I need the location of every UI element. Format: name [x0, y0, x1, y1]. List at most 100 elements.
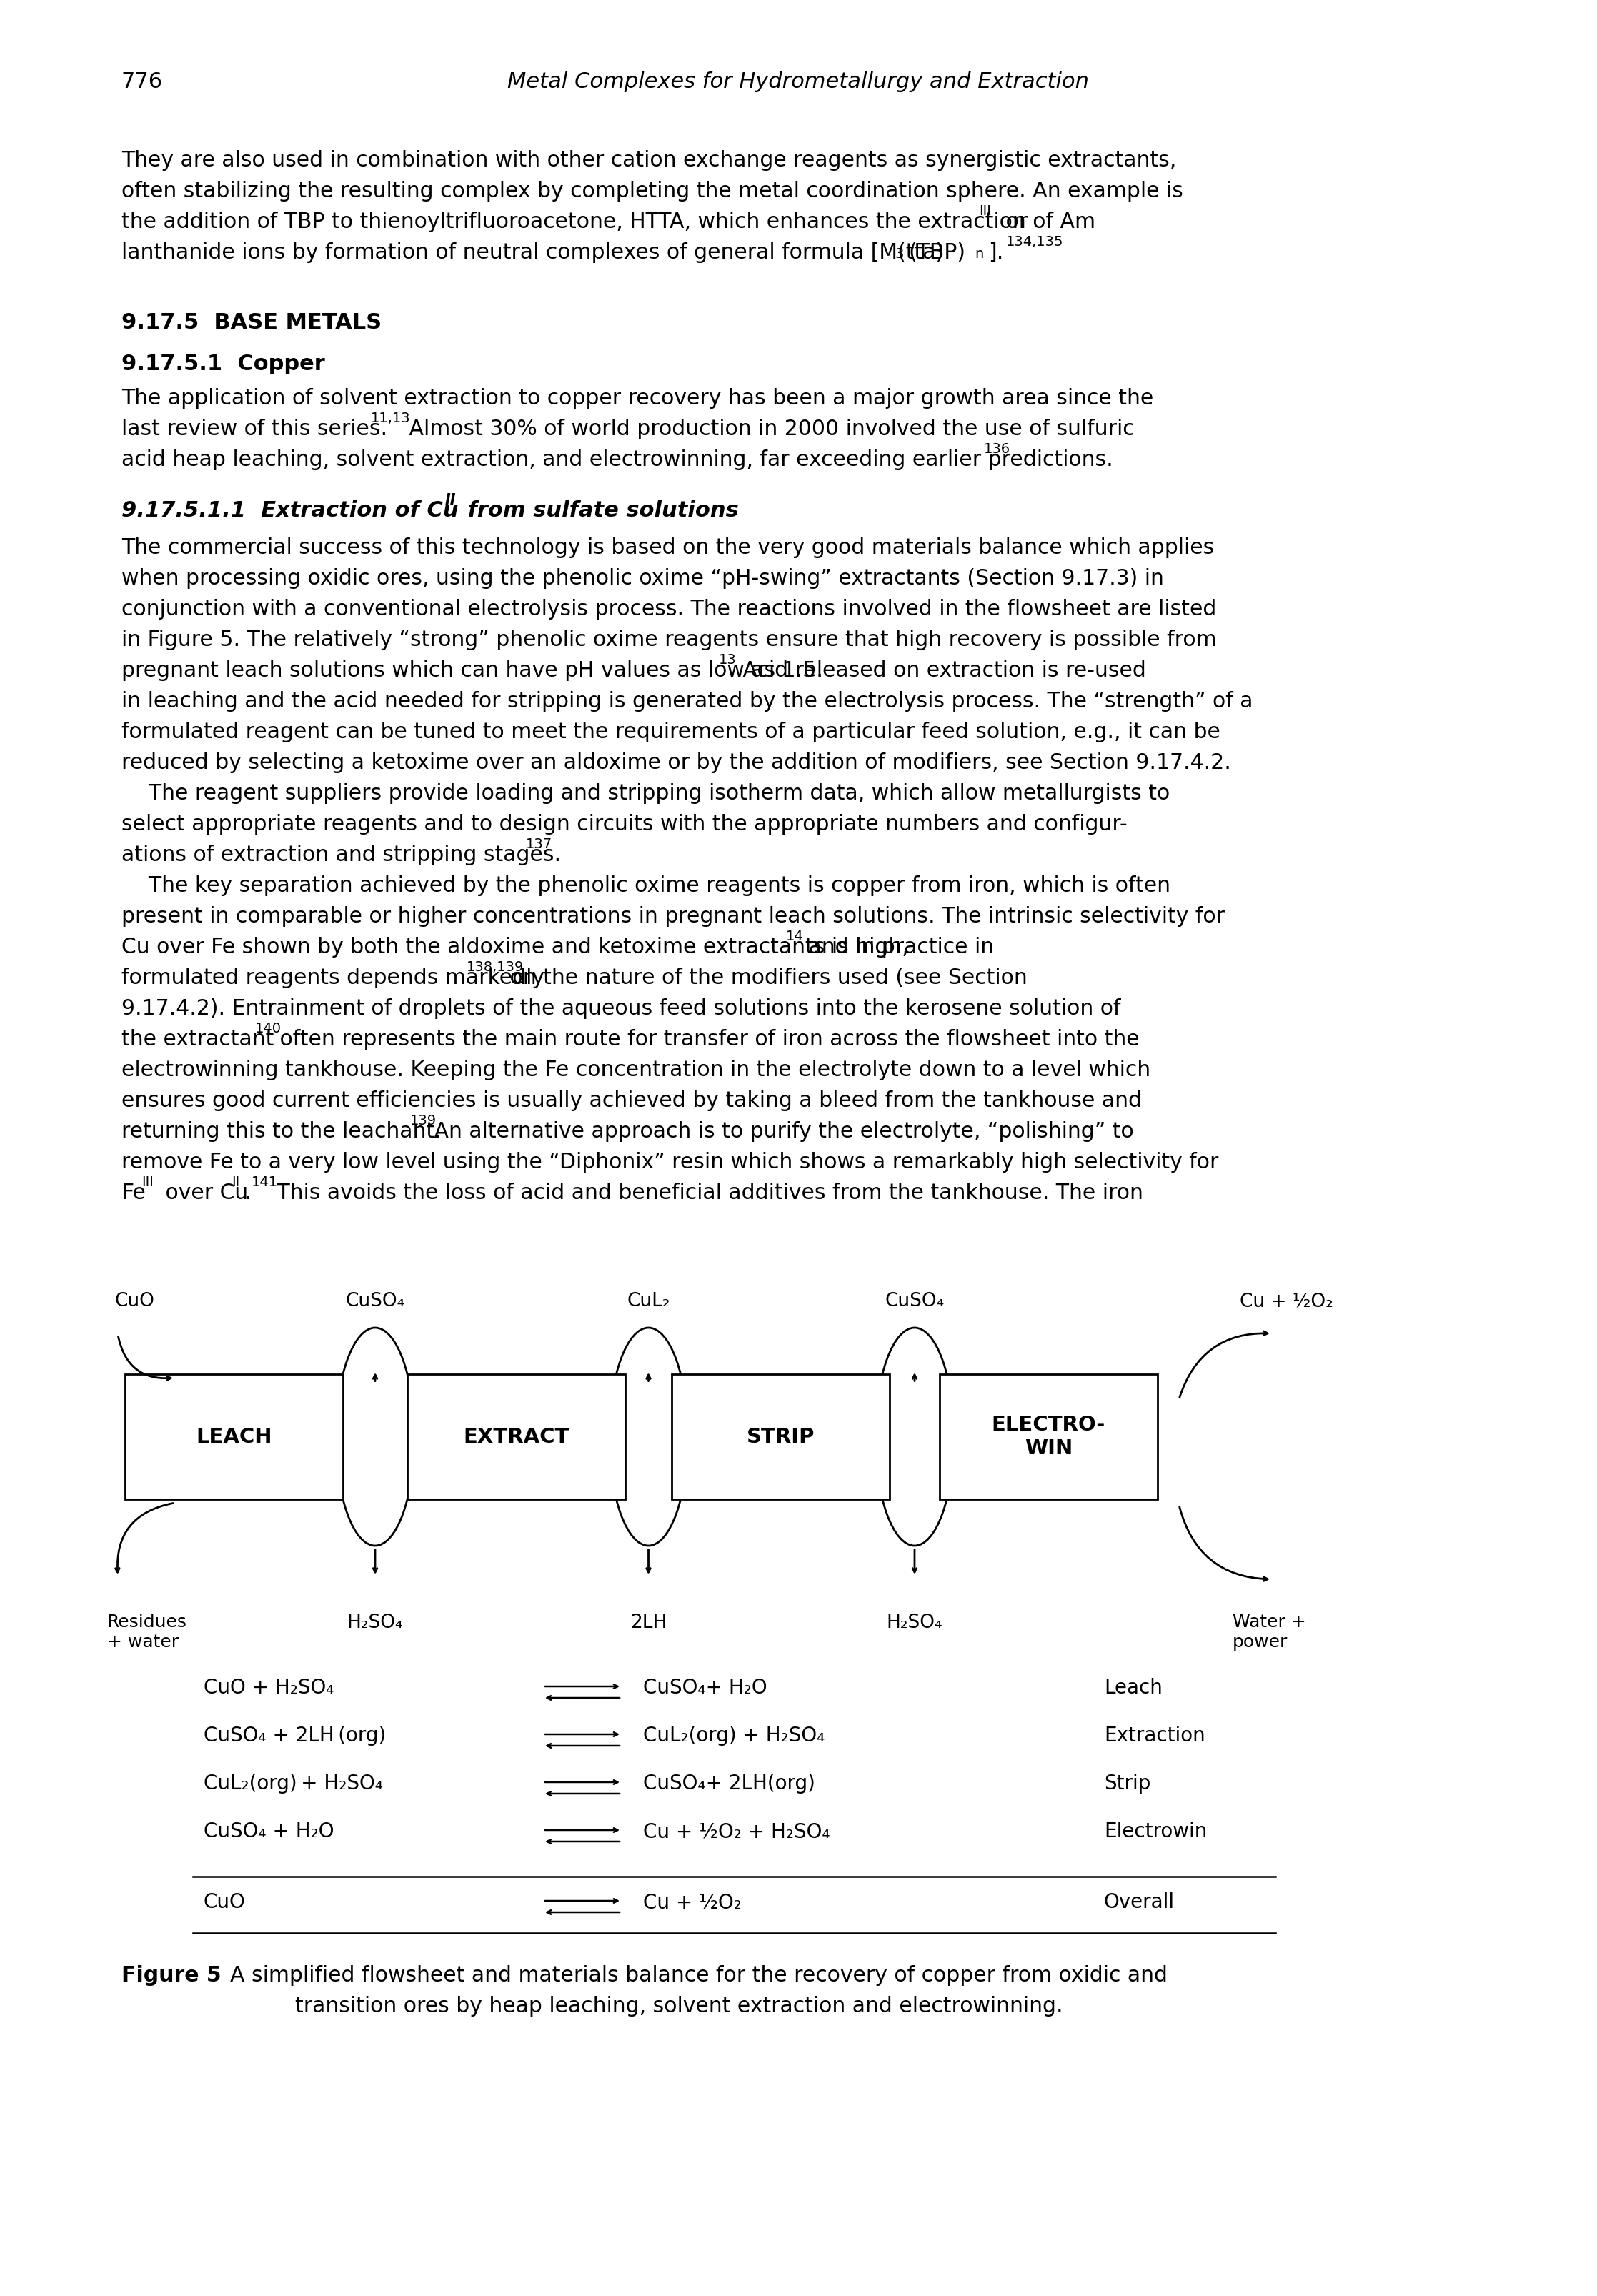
Text: Residues
+ water: Residues + water — [107, 1614, 187, 1651]
Text: reduced by selecting a ketoxime over an aldoxime or by the addition of modifiers: reduced by selecting a ketoxime over an … — [121, 753, 1231, 774]
Bar — [407, 1375, 624, 1499]
Text: Acid released on extraction is re-used: Acid released on extraction is re-used — [736, 661, 1147, 682]
Text: LEACH: LEACH — [196, 1426, 271, 1446]
Text: 3: 3 — [894, 248, 904, 262]
Text: Strip: Strip — [1104, 1773, 1151, 1793]
Text: 11,13: 11,13 — [371, 411, 410, 425]
Text: remove Fe to a very low level using the “Diphonix” resin which shows a remarkabl: remove Fe to a very low level using the … — [121, 1153, 1219, 1173]
Text: ations of extraction and stripping stages.: ations of extraction and stripping stage… — [121, 845, 561, 866]
Text: 138,139: 138,139 — [466, 960, 524, 974]
Text: Cu over Fe shown by both the aldoxime and ketoxime extractants is high,: Cu over Fe shown by both the aldoxime an… — [121, 937, 909, 957]
Text: CuSO₄ + H₂O: CuSO₄ + H₂O — [204, 1821, 334, 1841]
Text: over Cu: over Cu — [158, 1182, 248, 1203]
Text: Water +
power: Water + power — [1233, 1614, 1306, 1651]
Text: often represents the main route for transfer of iron across the flowsheet into t: often represents the main route for tran… — [273, 1029, 1139, 1049]
Text: 9.17.4.2). Entrainment of droplets of the aqueous feed solutions into the kerose: 9.17.4.2). Entrainment of droplets of th… — [121, 999, 1121, 1019]
Text: ].: ]. — [989, 243, 1003, 264]
Text: pregnant leach solutions which can have pH values as low as 1.5.: pregnant leach solutions which can have … — [121, 661, 822, 682]
Text: select appropriate reagents and to design circuits with the appropriate numbers : select appropriate reagents and to desig… — [121, 813, 1127, 836]
Text: (TBP): (TBP) — [909, 243, 965, 264]
Text: Electrowin: Electrowin — [1104, 1821, 1207, 1841]
Text: Cu + ½O₂ + H₂SO₄: Cu + ½O₂ + H₂SO₄ — [644, 1821, 830, 1841]
Text: formulated reagents depends markedly: formulated reagents depends markedly — [121, 967, 545, 987]
Text: II: II — [446, 494, 457, 507]
Text: lanthanide ions by formation of neutral complexes of general formula [M(tta): lanthanide ions by formation of neutral … — [121, 243, 944, 264]
Text: returning this to the leachant.: returning this to the leachant. — [121, 1120, 441, 1141]
Text: the extractant: the extractant — [121, 1029, 275, 1049]
Text: CuSO₄+ 2LH(org): CuSO₄+ 2LH(org) — [644, 1773, 814, 1793]
Text: 13: 13 — [719, 652, 736, 666]
Text: electrowinning tankhouse. Keeping the Fe concentration in the electrolyte down t: electrowinning tankhouse. Keeping the Fe… — [121, 1061, 1150, 1081]
Text: when processing oxidic ores, using the phenolic oxime “pH-swing” extractants (Se: when processing oxidic ores, using the p… — [121, 567, 1164, 588]
Text: Overall: Overall — [1104, 1892, 1175, 1913]
Text: the addition of TBP to thienoyltrifluoroacetone, HTTA, which enhances the extrac: the addition of TBP to thienoyltrifluoro… — [121, 211, 1096, 232]
Text: III: III — [142, 1176, 153, 1189]
Text: 9.17.5  BASE METALS: 9.17.5 BASE METALS — [121, 312, 382, 333]
Text: 141: 141 — [251, 1176, 278, 1189]
Text: CuSO₄: CuSO₄ — [885, 1293, 944, 1311]
Text: EXTRACT: EXTRACT — [463, 1426, 569, 1446]
Text: Cu + ½O₂: Cu + ½O₂ — [1239, 1293, 1333, 1311]
Ellipse shape — [335, 1327, 415, 1545]
Text: CuSO₄: CuSO₄ — [345, 1293, 406, 1311]
Text: 9.17.5.1.1  Extraction of Cu: 9.17.5.1.1 Extraction of Cu — [121, 501, 458, 521]
Text: 136: 136 — [984, 443, 1011, 457]
Text: The commercial success of this technology is based on the very good materials ba: The commercial success of this technolog… — [121, 537, 1214, 558]
Text: CuL₂(org) + H₂SO₄: CuL₂(org) + H₂SO₄ — [204, 1773, 383, 1793]
Text: in Figure 5. The relatively “strong” phenolic oxime reagents ensure that high re: in Figure 5. The relatively “strong” phe… — [121, 629, 1217, 650]
Bar — [125, 1375, 343, 1499]
Text: STRIP: STRIP — [746, 1426, 814, 1446]
Text: last review of this series.: last review of this series. — [121, 418, 388, 439]
Text: .: . — [244, 1182, 251, 1203]
Text: present in comparable or higher concentrations in pregnant leach solutions. The : present in comparable or higher concentr… — [121, 907, 1225, 928]
Text: Cu + ½O₂: Cu + ½O₂ — [644, 1892, 741, 1913]
Text: CuSO₄+ H₂O: CuSO₄+ H₂O — [644, 1678, 767, 1697]
Text: 9.17.5.1  Copper: 9.17.5.1 Copper — [121, 354, 324, 374]
Text: Figure 5: Figure 5 — [121, 1965, 222, 1986]
Text: CuO: CuO — [115, 1293, 155, 1311]
Text: The reagent suppliers provide loading and stripping isotherm data, which allow m: The reagent suppliers provide loading an… — [121, 783, 1171, 804]
Text: 14: 14 — [786, 930, 803, 944]
Text: A simplified flowsheet and materials balance for the recovery of copper from oxi: A simplified flowsheet and materials bal… — [217, 1965, 1167, 1986]
Text: from sulfate solutions: from sulfate solutions — [460, 501, 739, 521]
Text: Fe: Fe — [121, 1182, 145, 1203]
Ellipse shape — [875, 1327, 953, 1545]
Text: This avoids the loss of acid and beneficial additives from the tankhouse. The ir: This avoids the loss of acid and benefic… — [270, 1182, 1143, 1203]
Text: ensures good current efficiencies is usually achieved by taking a bleed from the: ensures good current efficiencies is usu… — [121, 1091, 1142, 1111]
Text: 2LH: 2LH — [631, 1614, 668, 1632]
Text: n: n — [974, 248, 984, 262]
Text: 137: 137 — [525, 838, 553, 852]
Text: CuO + H₂SO₄: CuO + H₂SO₄ — [204, 1678, 334, 1697]
Text: The application of solvent extraction to copper recovery has been a major growth: The application of solvent extraction to… — [121, 388, 1153, 409]
Text: Extraction: Extraction — [1104, 1727, 1206, 1745]
Text: acid heap leaching, solvent extraction, and electrowinning, far exceeding earlie: acid heap leaching, solvent extraction, … — [121, 450, 1113, 471]
Bar — [672, 1375, 890, 1499]
Text: H₂SO₄: H₂SO₄ — [347, 1614, 402, 1632]
Text: CuSO₄ + 2LH (org): CuSO₄ + 2LH (org) — [204, 1727, 386, 1745]
Text: CuO: CuO — [204, 1892, 246, 1913]
Text: III: III — [979, 204, 992, 218]
Text: H₂SO₄: H₂SO₄ — [886, 1614, 942, 1632]
Text: 134,135: 134,135 — [1006, 234, 1064, 248]
Text: in leaching and the acid needed for stripping is generated by the electrolysis p: in leaching and the acid needed for stri… — [121, 691, 1254, 712]
Text: II: II — [232, 1176, 240, 1189]
Ellipse shape — [608, 1327, 688, 1545]
Text: on the nature of the modifiers used (see Section: on the nature of the modifiers used (see… — [503, 967, 1027, 987]
Bar — [939, 1375, 1158, 1499]
Text: and in practice in: and in practice in — [802, 937, 993, 957]
Text: 139: 139 — [410, 1114, 436, 1127]
Text: formulated reagent can be tuned to meet the requirements of a particular feed so: formulated reagent can be tuned to meet … — [121, 721, 1220, 742]
Text: Almost 30% of world production in 2000 involved the use of sulfuric: Almost 30% of world production in 2000 i… — [402, 418, 1134, 439]
Text: CuL₂(org) + H₂SO₄: CuL₂(org) + H₂SO₄ — [644, 1727, 824, 1745]
Text: Metal Complexes for Hydrometallurgy and Extraction: Metal Complexes for Hydrometallurgy and … — [508, 71, 1089, 92]
Text: They are also used in combination with other cation exchange reagents as synergi: They are also used in combination with o… — [121, 149, 1177, 170]
Text: Leach: Leach — [1104, 1678, 1163, 1697]
Text: or: or — [1000, 211, 1027, 232]
Text: ELECTRO-
WIN: ELECTRO- WIN — [992, 1414, 1105, 1458]
Text: 140: 140 — [256, 1022, 281, 1035]
Text: CuL₂: CuL₂ — [628, 1293, 671, 1311]
Text: transition ores by heap leaching, solvent extraction and electrowinning.: transition ores by heap leaching, solven… — [295, 1995, 1064, 2016]
Text: 776: 776 — [121, 71, 163, 92]
Text: An alternative approach is to purify the electrolyte, “polishing” to: An alternative approach is to purify the… — [428, 1120, 1134, 1141]
Text: conjunction with a conventional electrolysis process. The reactions involved in : conjunction with a conventional electrol… — [121, 599, 1217, 620]
